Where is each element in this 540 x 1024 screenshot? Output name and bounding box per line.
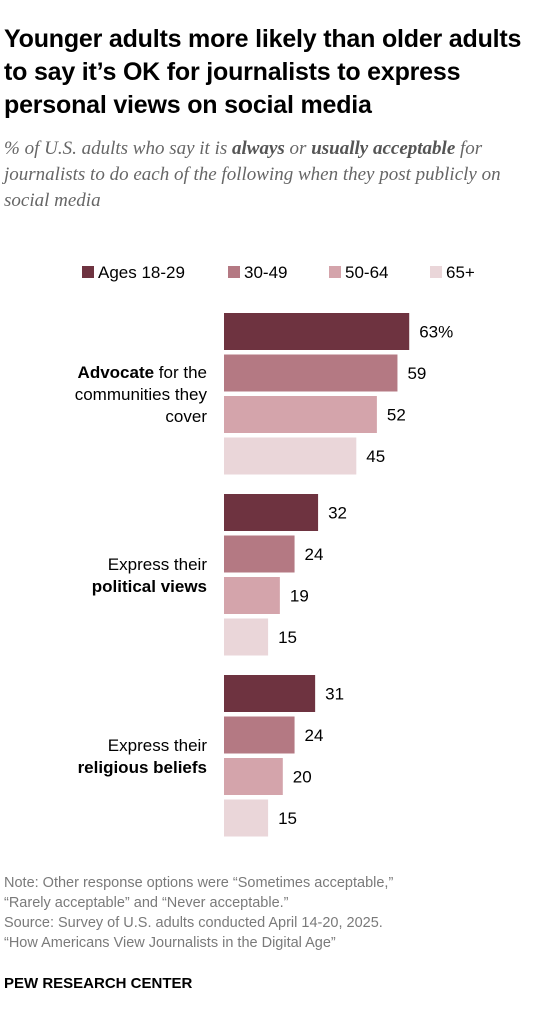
bar — [224, 396, 377, 433]
category-label-segment: political views — [92, 577, 207, 596]
source-line: Source: Survey of U.S. adults conducted … — [4, 915, 383, 931]
data-label: 15 — [278, 628, 297, 647]
category-label-segment: religious beliefs — [78, 758, 207, 777]
subtitle-text: % of U.S. adults who say it is — [4, 138, 233, 159]
category-label-segment: Express their — [108, 736, 208, 755]
legend-label: 50-64 — [345, 263, 388, 282]
bar — [224, 716, 295, 754]
bar — [224, 758, 283, 795]
category-label-segment: Advocate — [78, 363, 155, 382]
chart-subtitle: % of U.S. adults who say it is always or… — [4, 136, 534, 214]
data-label: 20 — [293, 768, 312, 787]
note-line: Note: Other response options were “Somet… — [4, 875, 394, 891]
data-label: 59 — [407, 364, 426, 383]
data-label: 32 — [328, 504, 347, 523]
subtitle-text: for journalists to do each of the follow… — [4, 138, 501, 211]
chart-title: Younger adults more likely than older ad… — [4, 25, 522, 119]
bar — [224, 618, 269, 656]
legend-label: 65+ — [446, 263, 475, 282]
subtitle-text: or — [284, 138, 312, 159]
bar — [224, 354, 398, 392]
category-label-segment: Express their — [108, 555, 208, 574]
data-label: 52 — [387, 406, 406, 425]
category-label: Express their religious beliefs — [78, 736, 208, 777]
bar — [224, 313, 410, 350]
legend-swatch — [430, 266, 442, 278]
category-label-segment: cover — [165, 407, 207, 426]
legend-swatch — [228, 266, 240, 278]
legend-swatch — [82, 266, 94, 278]
report-title-line: “How Americans View Journalists in the D… — [4, 935, 336, 951]
category-label: Express their political views — [92, 555, 208, 596]
data-label: 19 — [290, 587, 309, 606]
data-label: 63% — [419, 323, 453, 342]
legend-swatch — [329, 266, 341, 278]
legend-label: Ages 18-29 — [98, 263, 185, 282]
bar — [224, 799, 269, 837]
note-line: “Rarely acceptable” and “Never acceptabl… — [4, 895, 289, 911]
data-label: 45 — [366, 447, 385, 466]
category-label: Advocate for the communities they cover — [75, 363, 208, 426]
bar — [224, 535, 295, 573]
data-label: 24 — [305, 726, 324, 745]
category-label-segment: communities they — [75, 385, 208, 404]
legend-label: 30-49 — [244, 263, 287, 282]
footer-brand: PEW RESEARCH CENTER — [4, 975, 193, 992]
data-label: 24 — [305, 545, 324, 564]
subtitle-emphasis: always — [232, 138, 285, 159]
chart-notes: Note: Other response options were “Somet… — [4, 873, 534, 953]
bar — [224, 675, 316, 712]
bar — [224, 577, 280, 614]
bar — [224, 437, 357, 475]
data-label: 15 — [278, 809, 297, 828]
data-label: 31 — [325, 685, 344, 704]
subtitle-emphasis: usually acceptable — [311, 138, 456, 159]
bar-chart: Ages 18-29 30-49 50-64 65+ 63% 59 52 45 Advocate… — [75, 263, 475, 837]
bar — [224, 494, 319, 531]
category-label-segment: for the — [154, 363, 207, 382]
